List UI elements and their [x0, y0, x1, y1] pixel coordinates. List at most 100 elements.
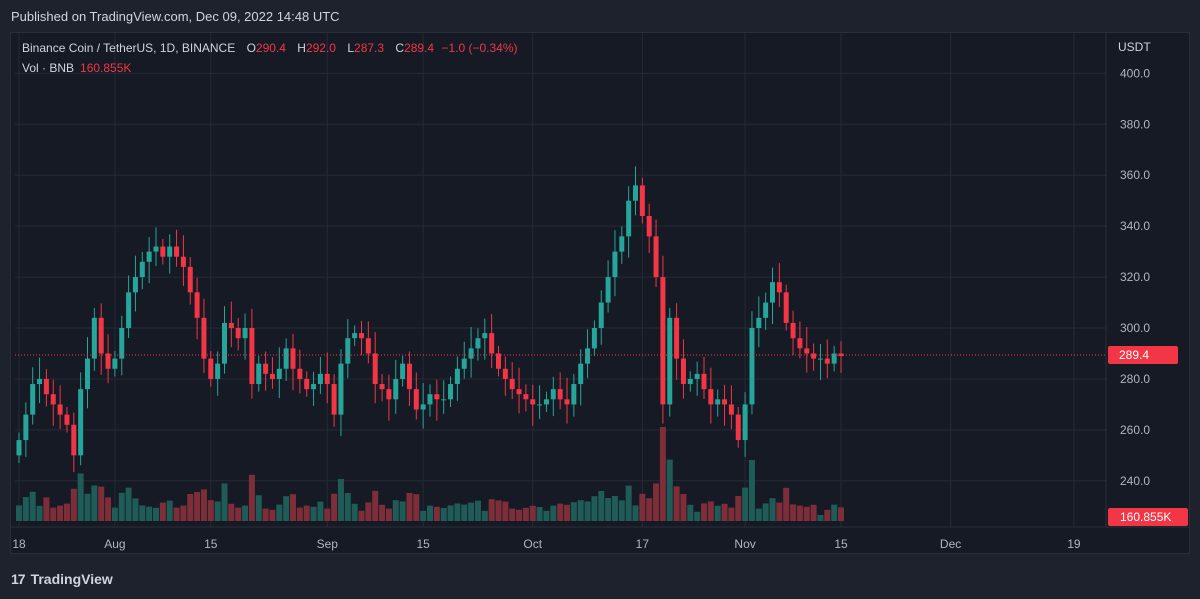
top-bar: Published on TradingView.com, Dec 09, 20… — [0, 0, 1200, 32]
candle-39 — [283, 338, 289, 381]
candle-body-22 — [167, 246, 173, 257]
x-tick-3: Sep — [317, 537, 339, 551]
candle-5 — [50, 379, 56, 426]
volume-bar-69 — [488, 499, 495, 521]
candle-96 — [674, 303, 680, 380]
low-value: 287.3 — [354, 41, 385, 55]
candle-109 — [763, 292, 769, 331]
candle-40 — [290, 333, 296, 391]
bottom-bar — [0, 555, 1200, 599]
volume-bar-15 — [118, 492, 125, 521]
candle-94 — [660, 255, 666, 424]
last-price-badge: 289.4 — [1108, 346, 1178, 365]
volume-bar-26 — [194, 492, 201, 521]
candle-23 — [174, 229, 180, 267]
candle-body-6 — [57, 404, 63, 415]
candle-body-37 — [269, 373, 275, 379]
candle-48 — [345, 319, 351, 379]
candle-body-51 — [365, 338, 371, 354]
candle-101 — [708, 367, 714, 424]
volume-bar-39 — [283, 496, 290, 521]
candle-64 — [454, 356, 460, 401]
volume-bar-55 — [392, 500, 399, 521]
candle-body-53 — [379, 384, 385, 390]
candle-57 — [406, 351, 412, 406]
volume-bar-49 — [351, 503, 358, 521]
candle-58 — [413, 372, 419, 420]
candle-50 — [359, 320, 364, 356]
candle-body-76 — [537, 404, 543, 406]
candle-body-30 — [222, 322, 227, 364]
volume-bar-65 — [461, 504, 468, 521]
volume-bar-6 — [57, 505, 64, 521]
volume-bar-46 — [331, 493, 338, 521]
candle-32 — [235, 318, 241, 351]
candle-body-8 — [71, 424, 77, 456]
candle-body-84 — [591, 328, 597, 349]
x-tick-2: 15 — [204, 537, 218, 551]
candle-25 — [187, 256, 193, 305]
y-tick-5: 340.0 — [1120, 219, 1150, 233]
volume-bar-1 — [22, 497, 29, 521]
chart-legend: Binance Coin / TetherUS, 1D, BINANCE O29… — [22, 41, 518, 55]
candle-72 — [509, 362, 515, 400]
candle-body-110 — [770, 282, 775, 303]
candle-body-72 — [509, 378, 515, 390]
candle-91 — [639, 177, 645, 224]
volume-bar-21 — [159, 502, 166, 521]
candle-54 — [386, 374, 392, 421]
y-tick-3: 300.0 — [1120, 321, 1150, 335]
candle-90 — [633, 166, 638, 216]
brand[interactable]: 17 TradingView — [11, 571, 113, 587]
y-tick-0: 240.0 — [1120, 474, 1150, 488]
candle-body-17 — [132, 277, 138, 293]
volume-bar-119 — [831, 504, 838, 521]
chart-panel[interactable]: USDT 240.0 260.0 280.0 300.0 320.0 340.0 360.0 3… — [10, 32, 1190, 554]
candle-body-118 — [824, 358, 830, 364]
candle-116 — [811, 343, 817, 371]
candle-38 — [276, 347, 282, 399]
candle-95 — [667, 307, 673, 417]
candle-105 — [735, 406, 741, 448]
candle-body-36 — [263, 363, 269, 374]
candle-59 — [420, 383, 426, 429]
volume-bar-92 — [646, 498, 653, 521]
candle-0 — [16, 432, 22, 463]
volume-bar-87 — [611, 496, 618, 521]
volume-bar-118 — [824, 509, 831, 521]
tradingview-logo-icon: 17 — [11, 571, 26, 587]
candle-body-92 — [646, 215, 652, 237]
volume-bar-25 — [187, 494, 194, 521]
volume-bar-37 — [269, 509, 276, 521]
candle-93 — [653, 219, 659, 288]
candle-body-56 — [400, 363, 406, 379]
candle-body-14 — [112, 358, 118, 369]
volume-bar-101 — [707, 501, 714, 521]
candle-body-16 — [126, 292, 132, 329]
volume-bar-41 — [296, 507, 303, 521]
candle-body-52 — [372, 353, 378, 385]
candle-body-98 — [687, 378, 693, 385]
close-value: 289.4 — [404, 41, 435, 55]
candle-21 — [160, 238, 166, 265]
volume-bar-3 — [36, 505, 43, 521]
candlestick-chart[interactable]: USDT 240.0 260.0 280.0 300.0 320.0 340.0 360.0 3… — [11, 33, 1189, 553]
candle-body-100 — [701, 373, 707, 390]
candle-body-35 — [256, 363, 262, 385]
volume-bar-76 — [536, 507, 543, 521]
candle-body-101 — [708, 389, 714, 405]
volume-bar-38 — [276, 504, 283, 521]
candle-68 — [482, 318, 488, 360]
candle-body-45 — [324, 373, 330, 385]
candle-body-44 — [317, 373, 323, 385]
volume-bar-40 — [290, 494, 296, 521]
candle-body-95 — [667, 317, 673, 405]
candle-56 — [400, 356, 406, 387]
volume-bar-110 — [769, 498, 776, 521]
candle-body-107 — [749, 328, 755, 405]
candle-49 — [352, 325, 358, 346]
candle-body-117 — [817, 358, 823, 360]
candle-body-24 — [180, 256, 186, 267]
candle-body-88 — [619, 236, 625, 252]
x-tick-6: 17 — [636, 537, 650, 551]
